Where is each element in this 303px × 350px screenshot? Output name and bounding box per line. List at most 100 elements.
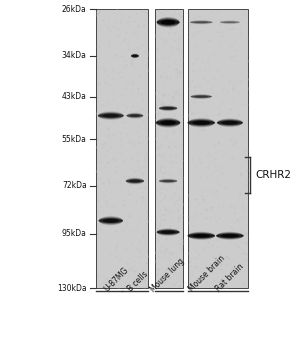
Ellipse shape <box>129 114 140 117</box>
Ellipse shape <box>217 120 243 125</box>
Ellipse shape <box>98 114 124 117</box>
Ellipse shape <box>216 233 244 239</box>
Ellipse shape <box>131 54 139 57</box>
Ellipse shape <box>127 114 143 118</box>
Ellipse shape <box>99 219 123 222</box>
Ellipse shape <box>156 121 180 125</box>
Ellipse shape <box>159 105 177 111</box>
Ellipse shape <box>161 20 175 25</box>
Ellipse shape <box>98 113 124 119</box>
Text: 55kDa: 55kDa <box>62 135 87 144</box>
Ellipse shape <box>99 218 123 223</box>
Ellipse shape <box>99 216 123 225</box>
Ellipse shape <box>217 119 243 126</box>
Ellipse shape <box>217 120 243 126</box>
Ellipse shape <box>190 21 213 23</box>
Ellipse shape <box>127 113 143 118</box>
Ellipse shape <box>126 178 144 184</box>
Ellipse shape <box>126 179 144 183</box>
Text: Rat brain: Rat brain <box>215 262 246 294</box>
Ellipse shape <box>131 55 139 57</box>
Ellipse shape <box>188 234 215 237</box>
Ellipse shape <box>157 21 179 23</box>
Bar <box>155 9 183 288</box>
Ellipse shape <box>220 21 240 23</box>
Ellipse shape <box>191 94 212 99</box>
Ellipse shape <box>159 106 177 111</box>
Ellipse shape <box>99 217 123 224</box>
Ellipse shape <box>188 121 215 125</box>
Bar <box>96 9 148 288</box>
Ellipse shape <box>132 55 137 57</box>
Ellipse shape <box>131 54 139 58</box>
Ellipse shape <box>195 96 208 98</box>
Ellipse shape <box>127 115 143 117</box>
Ellipse shape <box>99 218 123 223</box>
Ellipse shape <box>188 233 215 238</box>
Ellipse shape <box>217 118 243 127</box>
Ellipse shape <box>99 218 123 224</box>
Ellipse shape <box>191 94 212 99</box>
Ellipse shape <box>188 118 215 127</box>
Ellipse shape <box>156 120 180 126</box>
Text: 43kDa: 43kDa <box>62 92 87 101</box>
Ellipse shape <box>157 230 179 234</box>
Ellipse shape <box>191 95 212 98</box>
Ellipse shape <box>188 234 215 238</box>
Ellipse shape <box>191 95 212 98</box>
Ellipse shape <box>159 180 177 182</box>
Ellipse shape <box>156 120 180 125</box>
Ellipse shape <box>216 234 244 237</box>
Ellipse shape <box>126 178 144 184</box>
Ellipse shape <box>224 21 236 23</box>
Ellipse shape <box>156 118 180 127</box>
Ellipse shape <box>216 234 244 237</box>
Ellipse shape <box>191 94 212 99</box>
Ellipse shape <box>221 234 239 238</box>
Ellipse shape <box>221 121 238 125</box>
Text: 130kDa: 130kDa <box>57 284 87 293</box>
Ellipse shape <box>216 233 244 238</box>
Text: CRHR2: CRHR2 <box>255 170 291 180</box>
Ellipse shape <box>99 219 123 222</box>
Ellipse shape <box>159 179 177 183</box>
Ellipse shape <box>188 118 215 128</box>
Ellipse shape <box>156 121 180 124</box>
Ellipse shape <box>126 178 144 184</box>
Ellipse shape <box>220 21 240 23</box>
Ellipse shape <box>157 228 179 236</box>
Text: 95kDa: 95kDa <box>62 230 87 238</box>
Ellipse shape <box>217 121 243 124</box>
Ellipse shape <box>159 180 177 183</box>
Ellipse shape <box>127 114 143 117</box>
Ellipse shape <box>216 232 244 240</box>
Ellipse shape <box>126 179 144 183</box>
Ellipse shape <box>131 54 139 58</box>
Ellipse shape <box>216 234 244 238</box>
Ellipse shape <box>188 121 215 124</box>
Ellipse shape <box>161 230 175 234</box>
Ellipse shape <box>159 106 177 110</box>
Ellipse shape <box>188 120 215 125</box>
Ellipse shape <box>188 233 215 238</box>
Ellipse shape <box>220 21 240 24</box>
Ellipse shape <box>190 20 213 24</box>
Ellipse shape <box>157 229 179 235</box>
Ellipse shape <box>162 180 174 182</box>
Ellipse shape <box>159 180 177 182</box>
Bar <box>188 9 248 288</box>
Ellipse shape <box>98 114 124 118</box>
Ellipse shape <box>194 21 209 23</box>
Ellipse shape <box>157 20 179 24</box>
Ellipse shape <box>191 96 212 98</box>
Ellipse shape <box>127 114 143 117</box>
Ellipse shape <box>159 179 177 183</box>
Ellipse shape <box>188 120 215 126</box>
Ellipse shape <box>190 21 213 23</box>
Ellipse shape <box>157 230 179 235</box>
Ellipse shape <box>131 54 139 58</box>
Ellipse shape <box>190 21 213 24</box>
Ellipse shape <box>188 119 215 127</box>
Ellipse shape <box>129 180 141 183</box>
Ellipse shape <box>190 21 213 24</box>
